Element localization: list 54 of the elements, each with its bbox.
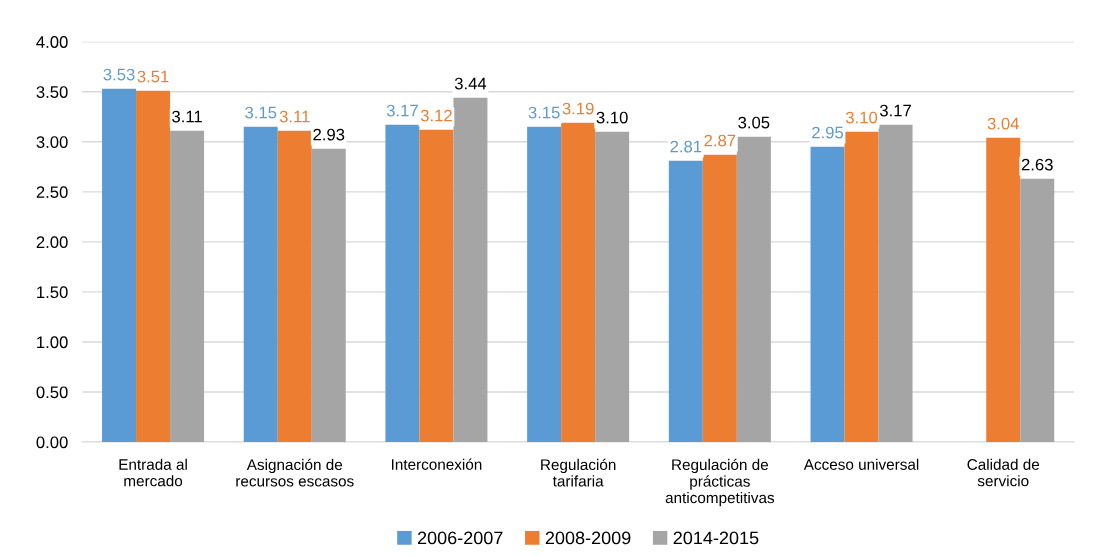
- bar: [1020, 178, 1055, 443]
- x-tick-label: Regulación tarifaria: [541, 458, 616, 487]
- x-tick-label: Regulación de prácticas anticompetitivas: [665, 458, 775, 507]
- bar: [170, 130, 205, 443]
- bar: [986, 137, 1021, 443]
- x-tick-label: Entrada al mercado: [119, 458, 187, 487]
- data-label: 3.11: [279, 110, 310, 123]
- y-tick-label: 4.00: [36, 36, 68, 48]
- legend-label: 2014-2015: [673, 531, 759, 545]
- bar: [277, 130, 312, 443]
- y-tick-label: 0.50: [36, 386, 68, 399]
- data-label: 3.04: [987, 117, 1019, 130]
- bar: [453, 97, 488, 443]
- data-label: 3.17: [386, 104, 418, 117]
- data-label: 3.53: [103, 68, 135, 81]
- data-label: 3.15: [245, 106, 277, 119]
- data-label: 3.51: [137, 70, 169, 83]
- data-label: 2.95: [812, 126, 844, 139]
- y-tick-label: 1.00: [37, 336, 68, 349]
- bar: [243, 126, 278, 443]
- data-label: 3.15: [528, 106, 560, 119]
- data-label: 3.19: [562, 102, 594, 115]
- legend-label: 2008-2009: [545, 531, 631, 545]
- x-tick-label: Calidad de servicio: [967, 458, 1040, 487]
- bar: [385, 124, 420, 443]
- data-label: 3.05: [738, 116, 770, 129]
- bar: [136, 90, 171, 443]
- bar: [595, 131, 630, 443]
- y-tick-label: 2.50: [36, 186, 68, 199]
- x-tick-label: Interconexión: [391, 458, 482, 470]
- data-label: 3.12: [420, 109, 452, 122]
- data-label: 3.10: [845, 111, 878, 124]
- bar: [844, 131, 879, 443]
- legend-label: 2006-2007: [417, 531, 503, 545]
- y-tick-label: 2.00: [36, 236, 68, 249]
- x-tick-label: Asignación de recursos escasos: [236, 458, 354, 487]
- bar: [736, 136, 771, 443]
- bar: [527, 126, 562, 443]
- data-label: 2.93: [313, 128, 345, 141]
- data-label: 2.63: [1021, 158, 1053, 171]
- data-label: 2.87: [704, 134, 736, 147]
- x-tick-label: Acceso universal: [803, 458, 919, 470]
- y-tick-label: 3.50: [36, 86, 68, 98]
- bar: [102, 88, 137, 443]
- y-tick-label: 1.50: [37, 286, 68, 299]
- data-label: 3.44: [454, 77, 487, 90]
- y-tick-label: 0.00: [36, 436, 68, 449]
- data-label: 2.81: [670, 140, 702, 153]
- bar: [878, 124, 913, 443]
- y-tick-label: 3.00: [36, 136, 68, 148]
- data-label: 3.10: [596, 111, 628, 124]
- data-label: 3.17: [879, 104, 911, 117]
- data-label: 3.11: [172, 110, 202, 123]
- bar: [561, 122, 596, 443]
